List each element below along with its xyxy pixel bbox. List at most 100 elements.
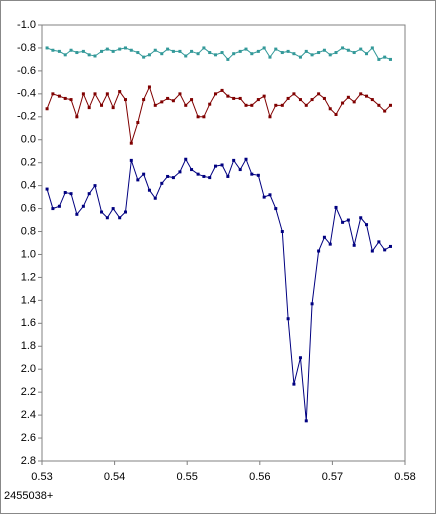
data-point [365, 52, 369, 56]
data-point [244, 157, 248, 161]
data-point [100, 210, 104, 214]
data-point [280, 230, 284, 234]
data-point [226, 174, 230, 178]
data-point [87, 192, 91, 196]
data-point [256, 49, 260, 53]
data-point [87, 106, 91, 110]
data-point [166, 174, 170, 178]
data-point [262, 46, 266, 50]
data-point [45, 46, 49, 50]
data-point [81, 49, 85, 53]
data-point [105, 216, 109, 220]
data-point [322, 96, 326, 100]
data-point [63, 53, 67, 57]
y-tick-label: 0.4 [21, 180, 36, 192]
data-point [286, 49, 290, 53]
data-point [87, 53, 91, 57]
data-point [334, 205, 338, 209]
data-point [346, 95, 350, 99]
data-point [136, 51, 140, 55]
data-point [100, 103, 104, 107]
data-point [298, 356, 302, 360]
data-point [268, 193, 272, 197]
data-point [111, 49, 115, 53]
y-tick-label: 0.2 [21, 157, 36, 169]
data-point [93, 184, 97, 188]
data-point [310, 302, 314, 306]
data-point [232, 96, 236, 100]
data-point [274, 47, 278, 51]
y-tick-label: 0.6 [21, 202, 36, 214]
data-point [75, 115, 79, 119]
data-point [196, 172, 200, 176]
data-point [298, 98, 302, 102]
data-point [226, 94, 230, 98]
data-point [214, 164, 218, 168]
data-point [383, 55, 387, 59]
data-point [322, 235, 326, 239]
data-point [160, 100, 164, 104]
data-point [238, 49, 242, 53]
data-point [93, 92, 97, 96]
data-point [274, 207, 278, 211]
data-point [51, 92, 55, 96]
data-point [220, 88, 224, 92]
data-point [202, 174, 206, 178]
data-point [365, 94, 369, 98]
data-point [317, 51, 321, 55]
data-point [370, 46, 374, 50]
data-point [142, 98, 146, 102]
data-point [214, 92, 218, 96]
data-point [328, 107, 332, 111]
data-point [226, 57, 230, 61]
data-point [322, 48, 326, 52]
data-point [280, 51, 284, 55]
data-point [105, 47, 109, 51]
data-point [238, 168, 242, 172]
data-point [377, 240, 381, 244]
data-point [328, 242, 332, 246]
data-point [208, 176, 212, 180]
data-point [202, 46, 206, 50]
data-point [286, 96, 290, 100]
data-point [352, 51, 356, 55]
data-point [304, 49, 308, 53]
x-tick-label: 0.55 [176, 471, 197, 483]
y-tick-label: -0.4 [17, 88, 36, 100]
data-point [129, 141, 133, 145]
data-point [81, 204, 85, 208]
data-point [178, 49, 182, 53]
data-point [153, 196, 157, 200]
data-point [184, 157, 188, 161]
data-point [75, 51, 79, 55]
data-point [341, 46, 345, 50]
data-point [171, 176, 175, 180]
data-point [244, 103, 248, 107]
data-point [136, 121, 140, 125]
data-point [142, 172, 146, 176]
data-point [171, 99, 175, 103]
data-point [184, 54, 188, 58]
data-point [69, 192, 73, 196]
data-point [383, 109, 387, 113]
data-point [346, 218, 350, 222]
data-point [262, 195, 266, 199]
data-point [298, 55, 302, 59]
data-point [268, 115, 272, 119]
data-point [118, 90, 122, 94]
data-point [123, 210, 127, 214]
data-point [63, 96, 67, 100]
data-point [388, 57, 392, 61]
data-point [262, 94, 266, 98]
data-point [310, 98, 314, 102]
data-point [190, 168, 194, 172]
y-tick-label: 1.6 [21, 317, 36, 329]
data-point [334, 51, 338, 55]
y-tick-label: 2.0 [21, 363, 36, 375]
data-point [346, 48, 350, 52]
data-point [377, 103, 381, 107]
data-point [184, 103, 188, 107]
data-point [123, 46, 127, 50]
series-line [46, 47, 391, 61]
data-point [256, 173, 260, 177]
